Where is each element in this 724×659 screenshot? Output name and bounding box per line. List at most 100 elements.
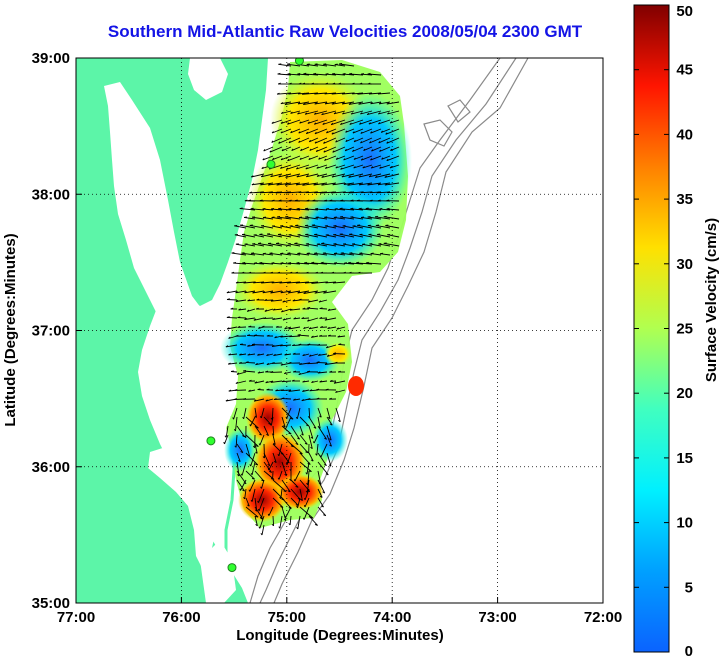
vector-arrow-head bbox=[343, 262, 347, 264]
vector-arrow-head bbox=[267, 183, 271, 186]
vector-arrow bbox=[254, 398, 265, 402]
vector-arrow bbox=[303, 73, 319, 76]
vector-arrow-head bbox=[308, 139, 311, 143]
colorbar bbox=[633, 4, 670, 653]
colorbar-ticks: 0 5 10 15 20 25 30 35 40 45 50 bbox=[634, 3, 693, 659]
vector-arrow bbox=[371, 146, 382, 152]
vector-arrow-head bbox=[225, 399, 229, 402]
vector-arrow bbox=[289, 308, 301, 311]
vector-arrow-head bbox=[322, 122, 325, 125]
vector-arrow-head bbox=[292, 352, 296, 355]
vector-arrow bbox=[278, 137, 292, 144]
vector-arrow bbox=[342, 92, 355, 95]
vector-arrow-head bbox=[332, 82, 336, 85]
vector-arrow-head bbox=[292, 344, 295, 347]
vector-arrow-head bbox=[273, 353, 276, 356]
vector-arrow bbox=[333, 234, 346, 238]
vector-arrow bbox=[290, 497, 299, 506]
vector-arrow-head bbox=[324, 318, 328, 321]
vector-arrow bbox=[321, 173, 337, 178]
vector-arrow-head bbox=[281, 397, 285, 400]
vector-arrow-head bbox=[260, 183, 263, 186]
vector-arrow bbox=[288, 234, 301, 238]
vector-arrow-head bbox=[363, 148, 366, 151]
colorbar-tick-label: 10 bbox=[676, 515, 693, 532]
vector-arrow bbox=[280, 164, 292, 169]
map-grid bbox=[76, 58, 603, 603]
vector-arrow-head bbox=[239, 343, 243, 345]
vector-arrow-head bbox=[262, 158, 265, 161]
vector-arrow bbox=[259, 233, 274, 238]
vector-arrow-head bbox=[335, 390, 338, 393]
vector-arrow-head bbox=[252, 445, 256, 448]
vector-arrow-head bbox=[298, 82, 302, 85]
vector-arrow bbox=[271, 225, 283, 229]
vector-arrow bbox=[375, 216, 391, 220]
vector-arrow bbox=[353, 164, 364, 169]
vector-arrow-head bbox=[288, 361, 292, 364]
vector-arrow-head bbox=[385, 132, 388, 135]
vector-arrow-head bbox=[324, 437, 327, 440]
vector-arrow-head bbox=[314, 252, 318, 254]
vector-arrow-head bbox=[314, 523, 318, 526]
vector-arrow-head bbox=[314, 102, 318, 105]
vector-arrow-head bbox=[369, 199, 373, 202]
vector-arrow-head bbox=[332, 183, 336, 186]
vector-arrow bbox=[235, 380, 247, 384]
vector-arrow bbox=[358, 101, 373, 105]
vector-arrow bbox=[288, 389, 301, 392]
vector-arrow-head bbox=[290, 130, 293, 134]
vector-arrow bbox=[334, 208, 346, 211]
vector-arrow-head bbox=[389, 166, 392, 169]
vector-arrow bbox=[289, 225, 301, 229]
vector-arrow bbox=[233, 407, 238, 420]
vector-arrow bbox=[320, 443, 328, 458]
vector-arrow-head bbox=[259, 433, 262, 436]
vector-arrow bbox=[390, 119, 400, 124]
vector-arrow-head bbox=[342, 73, 346, 75]
vector-arrow-head bbox=[226, 327, 230, 330]
vector-arrow-head bbox=[386, 141, 389, 144]
vector-arrow bbox=[348, 101, 364, 105]
vector-arrow-head bbox=[288, 82, 292, 85]
vector-arrow bbox=[386, 137, 400, 144]
colorbar-tick-label: 35 bbox=[676, 191, 693, 208]
vector-arrow-head bbox=[337, 335, 341, 338]
vector-arrow-head bbox=[272, 308, 276, 311]
vector-arrow bbox=[276, 182, 292, 186]
vector-arrow bbox=[224, 434, 229, 445]
vector-arrow bbox=[370, 101, 382, 105]
vector-arrow-head bbox=[297, 333, 301, 336]
vector-arrow-head bbox=[263, 317, 267, 320]
vector-arrow bbox=[243, 216, 256, 220]
vector-arrow-head bbox=[293, 317, 297, 320]
vector-arrow bbox=[280, 335, 292, 338]
vector-arrow bbox=[362, 243, 373, 247]
vector-arrow-head bbox=[333, 112, 337, 115]
vector-arrow-head bbox=[300, 148, 303, 151]
vector-arrow bbox=[261, 479, 265, 489]
vector-arrow-head bbox=[231, 252, 235, 254]
vector-arrow-head bbox=[311, 335, 314, 338]
vector-arrow bbox=[308, 299, 319, 303]
vector-arrow bbox=[370, 128, 382, 134]
vector-arrow-head bbox=[319, 380, 323, 383]
vector-arrow bbox=[333, 243, 346, 247]
vector-arrow-head bbox=[253, 281, 256, 284]
vector-arrow-head bbox=[316, 397, 320, 400]
colorbar-tick-label: 5 bbox=[685, 579, 693, 596]
vector-arrow-head bbox=[379, 207, 383, 210]
vector-arrow bbox=[226, 299, 238, 301]
vector-arrow bbox=[299, 461, 312, 472]
vector-arrow bbox=[297, 334, 310, 337]
vector-arrow-head bbox=[377, 183, 381, 186]
vector-arrow-head bbox=[303, 291, 307, 294]
vector-arrow bbox=[254, 425, 262, 436]
vector-arrow bbox=[325, 234, 337, 238]
vector-arrow-head bbox=[251, 252, 255, 254]
vector-arrow bbox=[296, 182, 310, 186]
vector-arrow-head bbox=[307, 121, 310, 124]
vector-arrow bbox=[365, 208, 382, 211]
vector-arrow-head bbox=[235, 299, 239, 302]
